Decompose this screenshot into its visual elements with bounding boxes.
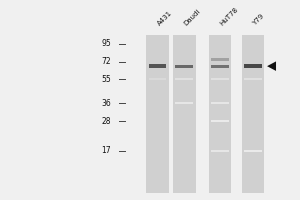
Polygon shape xyxy=(267,61,276,71)
Bar xyxy=(211,120,229,122)
Bar xyxy=(242,35,264,193)
Bar xyxy=(211,65,229,68)
Bar xyxy=(244,64,262,68)
Text: 95: 95 xyxy=(101,39,111,48)
Bar xyxy=(173,35,196,193)
Text: 36: 36 xyxy=(101,99,111,108)
Bar xyxy=(209,35,231,193)
Text: 17: 17 xyxy=(102,146,111,155)
Text: HuT78: HuT78 xyxy=(219,6,239,27)
Text: 55: 55 xyxy=(101,75,111,84)
Bar xyxy=(148,78,166,80)
Bar xyxy=(176,78,193,80)
Text: A431: A431 xyxy=(156,10,173,27)
Bar xyxy=(211,78,229,80)
Bar xyxy=(176,102,193,104)
Bar xyxy=(148,64,166,68)
Bar xyxy=(211,102,229,104)
Text: Daudi: Daudi xyxy=(183,8,202,27)
Bar xyxy=(146,35,169,193)
Text: 72: 72 xyxy=(102,57,111,66)
Bar xyxy=(211,58,229,61)
Bar xyxy=(244,78,262,80)
Bar xyxy=(176,65,193,68)
Text: 28: 28 xyxy=(102,117,111,126)
Text: Y79: Y79 xyxy=(251,13,265,27)
Bar xyxy=(211,150,229,152)
Bar xyxy=(244,150,262,152)
